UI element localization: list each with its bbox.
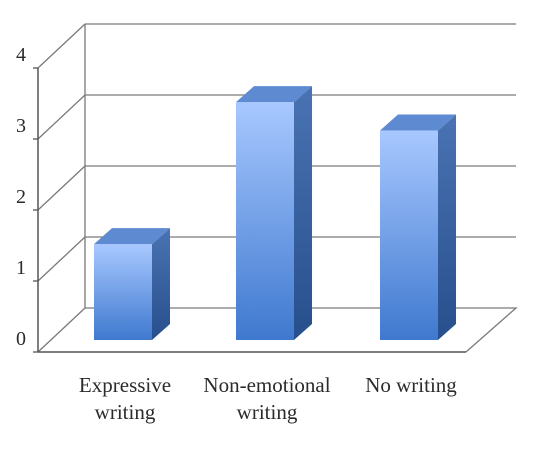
bar-top	[94, 228, 170, 245]
bar-top	[236, 86, 312, 103]
bar-front	[236, 102, 294, 341]
bar-front	[94, 244, 152, 340]
bar-2	[380, 114, 456, 340]
gridline-diagonal-3	[37, 94, 86, 140]
gridline-diagonal-1	[37, 236, 86, 282]
y-tick-label: 3	[16, 115, 26, 137]
gridline-diagonal-0	[37, 307, 86, 353]
gridline-diagonal-2	[37, 165, 86, 211]
gridline-diagonal-4	[37, 23, 86, 69]
y-tick-label: 2	[16, 186, 26, 208]
y-tick-label: 0	[16, 328, 26, 350]
x-tick-label: Expressive writing	[79, 373, 171, 424]
bars	[94, 86, 456, 341]
axes	[37, 24, 518, 353]
y-tick-labels: 0 1 2 3 4	[16, 44, 38, 353]
bar-front	[380, 130, 438, 340]
bar-top	[380, 114, 456, 131]
x-tick-labels: Expressive writing Non-emotional writing No …	[79, 373, 457, 424]
bar-1	[236, 86, 312, 341]
bar-side	[294, 86, 312, 341]
floor-outline	[85, 307, 518, 353]
x-tick-label: Non-emotional writing	[203, 373, 330, 424]
bar-side	[438, 114, 456, 340]
bar-0	[94, 228, 170, 340]
y-tick-label: 4	[16, 44, 26, 66]
x-tick-label: No writing	[365, 373, 457, 397]
bar-side	[152, 228, 170, 340]
y-tick-label: 1	[16, 257, 26, 279]
